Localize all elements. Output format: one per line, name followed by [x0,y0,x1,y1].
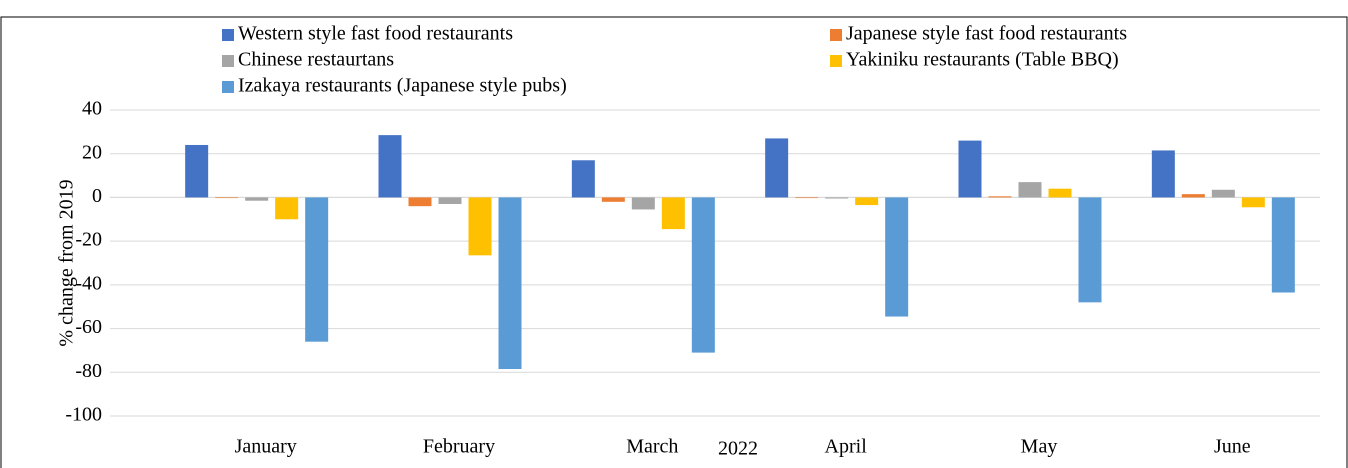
bar [408,197,432,207]
bar [305,197,329,342]
y-axis-label: % change from 2019 [56,179,78,346]
bar [1018,182,1042,198]
legend-swatch [222,29,234,41]
x-tick-label: May [1021,436,1058,458]
bar [571,160,595,198]
bar [855,197,879,206]
y-tick-label: -100 [65,404,102,426]
bar [1048,188,1072,198]
bar [691,197,715,353]
bar [825,197,849,199]
bar [438,197,462,204]
bar [245,197,269,201]
bar [795,197,819,199]
x-tick-label: February [423,436,495,458]
legend-swatch [830,29,842,41]
bar [1271,197,1295,293]
legend-label: Japanese style fast food restaurants [846,23,1127,45]
bar [661,197,685,230]
legend-label: Western style fast food restaurants [238,23,513,45]
x-tick-label: March [626,436,678,458]
bar [1078,197,1102,303]
legend-swatch [222,55,234,67]
bar [1181,194,1205,198]
bar [1241,197,1265,208]
legend-swatch [222,81,234,93]
x-axis-label: 2022 [718,438,758,460]
bar [275,197,299,220]
legend-label: Izakaya restaurants (Japanese style pubs… [238,75,567,97]
y-tick-label: -60 [75,316,102,338]
y-tick-label: -80 [75,360,102,382]
chart-frame [0,16,1348,468]
legend-label: Chinese restaurtans [238,49,394,71]
x-tick-label: June [1214,436,1251,458]
legend-label: Yakiniku restaurants (Table BBQ) [846,49,1119,71]
bar [1211,189,1235,198]
bar [765,138,789,198]
y-tick-label: 0 [92,185,102,207]
bar [215,197,239,199]
y-tick-label: -40 [75,272,102,294]
bar [601,197,625,202]
bar [498,197,522,370]
bar [185,144,209,198]
x-tick-label: January [235,436,297,458]
bar [885,197,909,317]
bar [1151,150,1175,198]
y-tick-label: 20 [82,141,102,163]
bar [468,197,492,256]
y-tick-label: -20 [75,229,102,251]
bar [631,197,655,210]
legend-swatch [830,55,842,67]
bar [378,135,402,198]
bar [958,140,982,198]
y-tick-label: 40 [82,98,102,120]
x-tick-label: April [825,436,868,458]
bar [988,196,1012,198]
